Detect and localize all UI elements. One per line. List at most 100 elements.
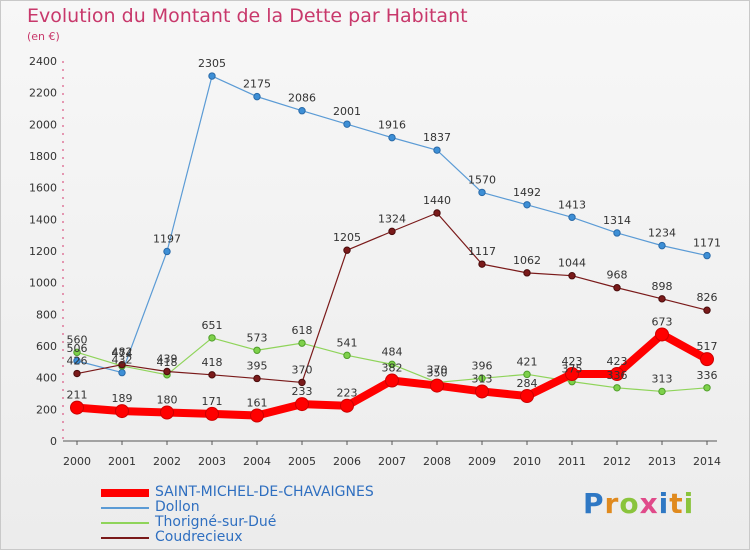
data-point bbox=[613, 384, 621, 392]
data-label: 421 bbox=[517, 355, 538, 368]
data-label: 474 bbox=[112, 347, 133, 360]
data-point bbox=[298, 339, 306, 347]
x-tick-label: 2000 bbox=[63, 455, 91, 468]
data-label: 1916 bbox=[378, 119, 406, 132]
data-label: 1062 bbox=[513, 254, 541, 267]
data-label: 284 bbox=[517, 377, 538, 390]
x-tick-label: 2002 bbox=[153, 455, 181, 468]
y-tick-label: 2000 bbox=[29, 118, 57, 131]
data-point bbox=[520, 389, 534, 404]
data-point bbox=[73, 357, 81, 365]
y-tick-label: 1800 bbox=[29, 150, 57, 163]
data-label: 1324 bbox=[378, 212, 406, 225]
x-tick-label: 2013 bbox=[648, 455, 676, 468]
chart-title: Evolution du Montant de la Dette par Hab… bbox=[27, 5, 468, 27]
data-point bbox=[703, 384, 711, 392]
x-tick-label: 2009 bbox=[468, 455, 496, 468]
data-label: 1117 bbox=[468, 245, 496, 258]
data-point bbox=[610, 367, 624, 382]
data-label: 1413 bbox=[558, 198, 586, 211]
data-point bbox=[478, 260, 486, 268]
x-tick-label: 2014 bbox=[693, 455, 721, 468]
data-point bbox=[523, 201, 531, 209]
data-label: 2175 bbox=[243, 78, 271, 91]
data-label: 382 bbox=[382, 362, 403, 375]
data-point bbox=[700, 352, 714, 367]
data-label: 180 bbox=[157, 394, 178, 407]
logo-letter: i bbox=[658, 487, 670, 520]
data-point bbox=[658, 295, 666, 303]
data-label: 370 bbox=[427, 363, 448, 376]
legend-swatch bbox=[101, 521, 149, 524]
x-tick-label: 2003 bbox=[198, 455, 226, 468]
y-tick-label: 400 bbox=[36, 372, 57, 385]
y-tick-label: 2200 bbox=[29, 87, 57, 100]
legend-swatch bbox=[101, 506, 149, 509]
data-point bbox=[703, 306, 711, 314]
proxiti-logo: Proxiti bbox=[583, 487, 694, 520]
series-0 bbox=[70, 327, 714, 423]
y-tick-label: 200 bbox=[36, 403, 57, 416]
data-point bbox=[70, 400, 84, 415]
data-label: 506 bbox=[67, 342, 88, 355]
data-label: 423 bbox=[562, 355, 583, 368]
data-label: 1205 bbox=[333, 231, 361, 244]
data-point bbox=[478, 374, 486, 382]
y-tick-label: 600 bbox=[36, 340, 57, 353]
data-point bbox=[433, 209, 441, 217]
data-point bbox=[295, 397, 309, 412]
x-tick-label: 2007 bbox=[378, 455, 406, 468]
data-point bbox=[115, 404, 129, 419]
data-label: 211 bbox=[67, 389, 88, 402]
data-point bbox=[340, 398, 354, 413]
y-tick-label: 1600 bbox=[29, 182, 57, 195]
data-label: 426 bbox=[67, 355, 88, 368]
data-point bbox=[118, 368, 126, 377]
data-point bbox=[253, 92, 261, 101]
data-point bbox=[388, 360, 396, 369]
data-point bbox=[208, 72, 216, 80]
data-point bbox=[343, 246, 351, 254]
y-tick-label: 1000 bbox=[29, 277, 57, 290]
legend-swatch bbox=[101, 536, 149, 539]
data-label: 968 bbox=[607, 269, 628, 282]
data-point bbox=[478, 188, 486, 197]
series-3 bbox=[73, 209, 711, 387]
logo-letter: x bbox=[639, 487, 659, 520]
series-1 bbox=[73, 72, 711, 377]
data-point bbox=[253, 374, 261, 383]
legend-label: SAINT-MICHEL-DE-CHAVAIGNES bbox=[155, 484, 374, 500]
data-point bbox=[433, 146, 441, 154]
data-label: 618 bbox=[292, 324, 313, 337]
data-label: 1314 bbox=[603, 214, 631, 227]
data-label: 541 bbox=[337, 336, 358, 349]
data-point bbox=[163, 367, 171, 376]
legend-swatch bbox=[101, 488, 149, 497]
data-label: 370 bbox=[292, 363, 313, 376]
data-label: 673 bbox=[652, 315, 673, 328]
data-label: 171 bbox=[202, 395, 223, 408]
legend-label: Dollon bbox=[155, 499, 200, 515]
data-label: 189 bbox=[112, 392, 133, 405]
data-point bbox=[163, 247, 171, 256]
logo-letter: r bbox=[604, 487, 620, 520]
y-tick-label: 1200 bbox=[29, 245, 57, 258]
x-tick-label: 2010 bbox=[513, 455, 541, 468]
data-label: 1234 bbox=[648, 227, 676, 240]
legend-label: Thorigné-sur-Dué bbox=[155, 514, 277, 530]
data-point bbox=[613, 284, 621, 292]
data-point bbox=[298, 107, 306, 115]
x-tick-label: 2011 bbox=[558, 455, 586, 468]
data-label: 313 bbox=[472, 372, 493, 385]
data-label: 432 bbox=[112, 354, 133, 367]
data-label: 1197 bbox=[153, 232, 181, 245]
data-point bbox=[703, 251, 711, 260]
data-label: 161 bbox=[247, 397, 268, 410]
legend-label: Coudrecieux bbox=[155, 529, 243, 545]
data-label: 1837 bbox=[423, 131, 451, 144]
data-label: 1171 bbox=[693, 237, 721, 250]
y-tick-label: 0 bbox=[50, 435, 57, 448]
y-tick-label: 800 bbox=[36, 308, 57, 321]
x-tick-label: 2001 bbox=[108, 455, 136, 468]
